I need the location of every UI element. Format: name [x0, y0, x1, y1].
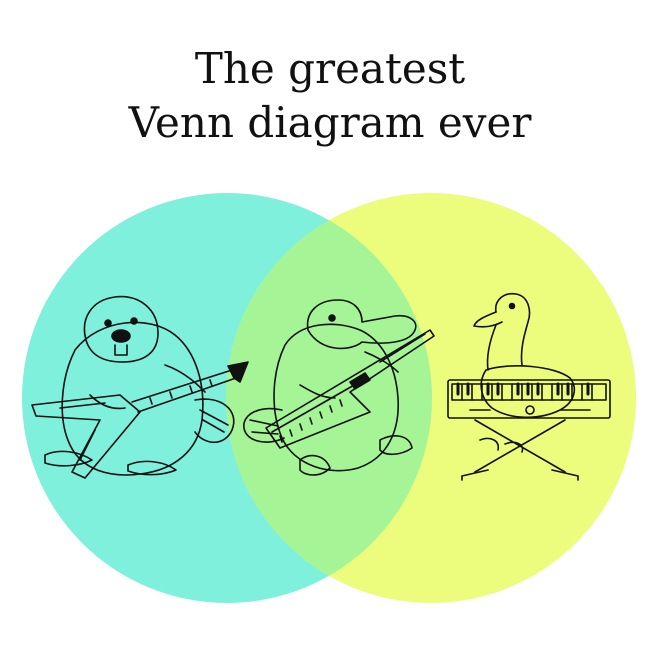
beaver-with-guitar-icon — [31, 295, 249, 479]
platypus-with-keytar-icon — [243, 299, 435, 476]
diagram-title: The greatest Venn diagram ever — [0, 42, 660, 150]
title-line-2: Venn diagram ever — [128, 98, 532, 147]
overlap-region — [226, 193, 432, 603]
duck-with-keyboard-icon — [447, 292, 611, 481]
title-line-1: The greatest — [194, 44, 466, 93]
